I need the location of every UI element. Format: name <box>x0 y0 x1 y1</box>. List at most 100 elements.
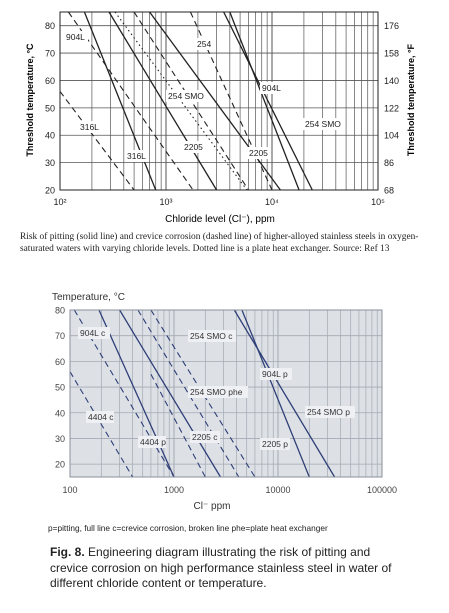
chart-1-y-axis-label: Threshold temperature, °C <box>25 43 35 157</box>
annotation-label: 904L <box>66 32 85 42</box>
annotation-box <box>260 368 292 380</box>
x-tick-label: 10³ <box>159 197 172 207</box>
chart-2-y-axis-label: Temperature, °C <box>52 292 125 303</box>
annotation-label: 2205 <box>184 142 203 152</box>
chart-2-x-axis-label: Cl⁻ ppm <box>194 501 231 512</box>
annotation-box <box>260 438 290 450</box>
chart-1-caption: Risk of pitting (solid line) and crevice… <box>20 232 419 254</box>
chart-1-y-ticks: 20 30 40 50 60 70 80 <box>45 21 55 195</box>
annotation-box <box>78 327 110 339</box>
annotation-label: 904L p <box>262 369 288 379</box>
chart-2-legend: p=pitting, full line c=crevice corrosion… <box>48 523 328 533</box>
annotation-box <box>303 118 343 130</box>
y-tick-label-right: 140 <box>384 76 399 86</box>
annotation-label: 254 SMO <box>305 119 341 129</box>
annotation-box <box>247 147 271 159</box>
series-line <box>83 11 157 191</box>
series-line <box>98 309 175 478</box>
annotation-label: 904L c <box>80 328 106 338</box>
y-tick-label-right: 158 <box>384 49 399 59</box>
annotation-box <box>125 150 147 162</box>
annotation-box <box>166 90 206 102</box>
y-tick-label: 60 <box>45 76 55 86</box>
figure-caption-label: Fig. 8. <box>50 545 85 559</box>
y-tick-label-right: 86 <box>384 158 394 168</box>
y-tick-label: 30 <box>55 434 65 444</box>
y-tick-label-right: 122 <box>384 103 399 113</box>
x-tick-label: 10² <box>53 197 66 207</box>
x-tick-label: 10⁵ <box>371 197 385 207</box>
chart-2-annotations: 904L c 254 SMO c 904L p 254 SMO phe 254 SMO … <box>78 327 355 450</box>
chart-1: 20 30 40 50 60 70 80 68 86 104 122 140 158 176 10² 10… <box>25 11 416 225</box>
annotation-label: 254 SMO phe <box>190 387 243 397</box>
chart-1-annotations: 904L 254 254 SMO 904L 254 SMO 316L 2205 316L 220… <box>64 31 343 162</box>
annotation-box <box>64 31 88 43</box>
y-tick-label: 20 <box>55 460 65 470</box>
annotation-label: 254 <box>197 39 211 49</box>
annotation-box <box>86 411 114 423</box>
annotation-label: 254 SMO p <box>307 407 350 417</box>
figure-caption-text: Engineering diagram illustrating the ris… <box>50 545 392 590</box>
x-tick-label: 100000 <box>367 485 397 495</box>
chart-2-plot-frame <box>69 309 383 478</box>
y-tick-label: 50 <box>55 383 65 393</box>
chart-1-y-ticks-right: 68 86 104 122 140 158 176 <box>384 21 399 195</box>
y-tick-label-right: 104 <box>384 131 399 141</box>
figure-caption: Fig. 8. Engineering diagram illustrating… <box>50 545 395 592</box>
annotation-label: 254 SMO c <box>190 331 233 341</box>
annotation-box <box>182 141 206 153</box>
x-tick-label: 100 <box>62 485 77 495</box>
series-line <box>108 11 218 191</box>
y-tick-label: 80 <box>55 306 65 316</box>
y-tick-label-right: 176 <box>384 21 399 31</box>
series-line <box>67 11 194 191</box>
annotation-box <box>78 121 100 133</box>
annotation-label: 4404 c <box>88 412 114 422</box>
annotation-box <box>188 386 248 398</box>
annotation-box <box>260 82 284 94</box>
chart-2-y-ticks: 20 30 40 50 60 70 80 <box>55 306 65 470</box>
series-line <box>59 91 135 191</box>
series-line <box>114 11 248 191</box>
annotation-label: 2205 <box>249 148 268 158</box>
annotation-box <box>188 330 236 342</box>
annotation-box <box>305 406 355 418</box>
chart-2: 20 30 40 50 60 70 80 100 1000 10000 100000 904L c… <box>52 292 397 512</box>
series-line <box>233 309 336 478</box>
annotation-label: 904L <box>262 83 281 93</box>
chart-1-series <box>59 11 313 191</box>
annotation-label: 2205 c <box>192 432 218 442</box>
series-line <box>150 309 256 478</box>
chart-1-y-axis-label-right: Threshold temperature, °F <box>406 43 416 156</box>
annotation-label: 2205 p <box>262 439 288 449</box>
series-line <box>137 309 240 478</box>
series-line <box>69 371 134 478</box>
series-line <box>223 11 313 191</box>
y-tick-label: 40 <box>55 408 65 418</box>
x-tick-label: 10⁴ <box>265 197 279 207</box>
y-tick-label: 60 <box>55 357 65 367</box>
x-tick-label: 10000 <box>265 485 290 495</box>
y-tick-label: 70 <box>45 49 55 59</box>
chart-1-plot-frame <box>59 11 379 191</box>
chart-2-series <box>69 309 336 478</box>
annotation-box <box>190 431 220 443</box>
annotation-label: 316L <box>80 122 99 132</box>
y-tick-label: 30 <box>45 158 55 168</box>
annotation-label: 4404 p <box>140 437 166 447</box>
chart-1-x-axis-label: Chloride level (Cl⁻), ppm <box>165 214 275 225</box>
y-tick-label-right: 68 <box>384 186 394 196</box>
series-line <box>149 11 281 191</box>
y-tick-label: 50 <box>45 103 55 113</box>
series-line <box>229 11 300 191</box>
annotation-label: 254 SMO <box>168 91 204 101</box>
x-tick-label: 1000 <box>164 485 184 495</box>
y-tick-label: 20 <box>45 186 55 196</box>
y-tick-label: 70 <box>55 331 65 341</box>
y-tick-label: 80 <box>45 21 55 31</box>
annotation-box <box>138 436 166 448</box>
y-tick-label: 40 <box>45 131 55 141</box>
annotation-label: 316L <box>127 151 146 161</box>
chart-1-grid <box>60 12 378 191</box>
series-line <box>119 309 222 478</box>
